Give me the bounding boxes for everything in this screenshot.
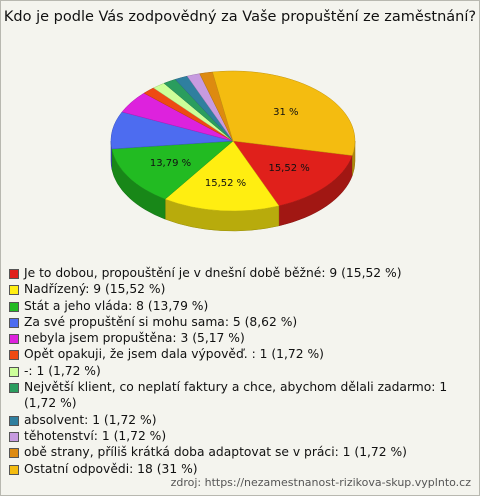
value-label: 13,79 % [150, 158, 191, 169]
pie-area: 15,52 % 15,52 % 13,79 % 31 % [110, 70, 356, 232]
legend-swatch [9, 415, 19, 426]
legend-item: Stát a jeho vláda: 8 (13,79 %) [9, 298, 471, 314]
legend-item: nebyla jsem propuštěna: 3 (5,17 %) [9, 330, 471, 346]
legend-swatch [9, 383, 19, 394]
legend: Je to dobou, propouštění je v dnešní dob… [9, 265, 471, 477]
value-label: 15,52 % [205, 178, 246, 189]
legend-item: absolvent: 1 (1,72 %) [9, 412, 471, 428]
legend-label: Nadřízený: 9 (15,52 %) [24, 282, 166, 297]
legend-label: obě strany, příliš krátká doba adaptovat… [24, 445, 407, 460]
legend-item: -: 1 (1,72 %) [9, 363, 471, 379]
legend-label: Největší klient, co neplatí faktury a ch… [24, 380, 448, 411]
chart-title: Kdo je podle Vás zodpovědný za Vaše prop… [3, 9, 477, 25]
legend-label: Stát a jeho vláda: 8 (13,79 %) [24, 298, 209, 313]
legend-label: -: 1 (1,72 %) [24, 363, 101, 378]
legend-label: nebyla jsem propuštěna: 3 (5,17 %) [24, 331, 245, 346]
slice [164, 140, 280, 212]
legend-label: absolvent: 1 (1,72 %) [24, 412, 157, 427]
legend-swatch [9, 366, 19, 377]
slice [212, 70, 356, 156]
legend-swatch [9, 350, 19, 361]
value-label: 31 % [273, 107, 298, 118]
legend-label: těhotenství: 1 (1,72 %) [24, 428, 167, 443]
legend-item: Ostatní odpovědi: 18 (31 %) [9, 461, 471, 477]
legend-swatch [9, 301, 19, 312]
legend-swatch [9, 431, 19, 442]
legend-label: Za své propuštění si mohu sama: 5 (8,62 … [24, 314, 298, 329]
legend-label: Opět opakuji, že jsem dala výpověď. : 1 … [24, 347, 324, 362]
legend-item: Opět opakuji, že jsem dala výpověď. : 1 … [9, 346, 471, 362]
legend-swatch [9, 317, 19, 328]
legend-swatch [9, 334, 19, 345]
legend-item: Je to dobou, propouštění je v dnešní dob… [9, 265, 471, 281]
legend-label: Je to dobou, propouštění je v dnešní dob… [24, 266, 402, 280]
legend-label: Ostatní odpovědi: 18 (31 %) [24, 461, 198, 476]
legend-item: těhotenství: 1 (1,72 %) [9, 428, 471, 444]
slice [232, 140, 353, 207]
legend-item: obě strany, příliš krátká doba adaptovat… [9, 444, 471, 460]
legend-item: Největší klient, co neplatí faktury a ch… [9, 379, 471, 412]
legend-item: Nadřízený: 9 (15,52 %) [9, 281, 471, 297]
legend-swatch [9, 448, 19, 459]
source: zdroj: https://nezamestnanost-rizikova-s… [170, 476, 471, 489]
value-label: 15,52 % [268, 163, 309, 174]
legend-item: Za své propuštění si mohu sama: 5 (8,62 … [9, 314, 471, 330]
legend-swatch [9, 464, 19, 475]
slice [111, 140, 234, 200]
legend-swatch [9, 285, 19, 296]
legend-swatch [9, 269, 19, 279]
